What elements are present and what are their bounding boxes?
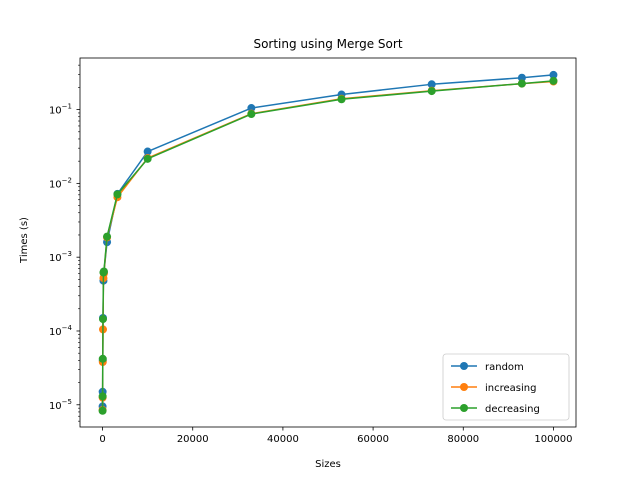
data-point-random-8 [143,147,152,156]
y-axis-label: Times (s) [19,217,30,264]
x-axis: 0 20000 40000 60000 80000 100000 [99,427,573,445]
data-point-decreasing-1 [98,392,107,401]
data-point-decreasing-5 [99,267,108,276]
legend-label-increasing: increasing [485,383,536,394]
data-point-decreasing-11 [427,87,436,96]
y-tick-label-3: 10−2 [49,176,72,190]
data-point-decreasing-3 [99,315,107,324]
x-tick-label-4: 80000 [447,434,479,445]
x-tick-label-3: 60000 [357,434,389,445]
y-tick-label-4: 10−1 [49,103,72,117]
series-line-decreasing [101,80,554,411]
data-point-decreasing-6 [103,232,112,241]
legend-label-decreasing: decreasing [485,404,540,415]
legend-label-random: random [485,362,524,373]
legend-marker-random [460,362,468,370]
data-point-random-13 [549,70,558,79]
data-point-decreasing-0 [98,406,107,415]
data-point-decreasing-7 [113,190,122,199]
y-axis: 10−5 10−4 10−3 10−2 10−1 [49,64,80,422]
x-tick-label-1: 20000 [177,434,209,445]
legend-marker-decreasing [460,404,468,412]
data-point-decreasing-10 [337,95,346,104]
data-point-decreasing-12 [517,79,526,88]
data-point-decreasing-2 [98,354,107,363]
x-tick-label-0: 0 [99,434,105,445]
y-tick-label-1: 10−4 [49,324,73,338]
y-tick-label-0: 10−5 [49,398,72,412]
data-point-random-11 [427,80,436,89]
x-axis-label: Sizes [315,459,341,470]
x-tick-label-2: 40000 [267,434,299,445]
data-point-random-12 [517,73,526,82]
legend: random increasing decreasing [442,353,570,421]
data-point-random-9 [247,104,256,113]
data-point-decreasing-13 [549,76,558,85]
x-tick-label-5: 100000 [534,434,572,445]
plot-area [79,57,577,428]
legend-marker-increasing [460,383,468,391]
data-point-decreasing-9 [247,110,256,119]
legend-box [442,353,570,421]
data-point-decreasing-8 [143,154,152,163]
chart-title: Sorting using Merge Sort [253,37,402,51]
plot-frame [79,57,577,428]
y-tick-label-2: 10−3 [49,250,72,264]
